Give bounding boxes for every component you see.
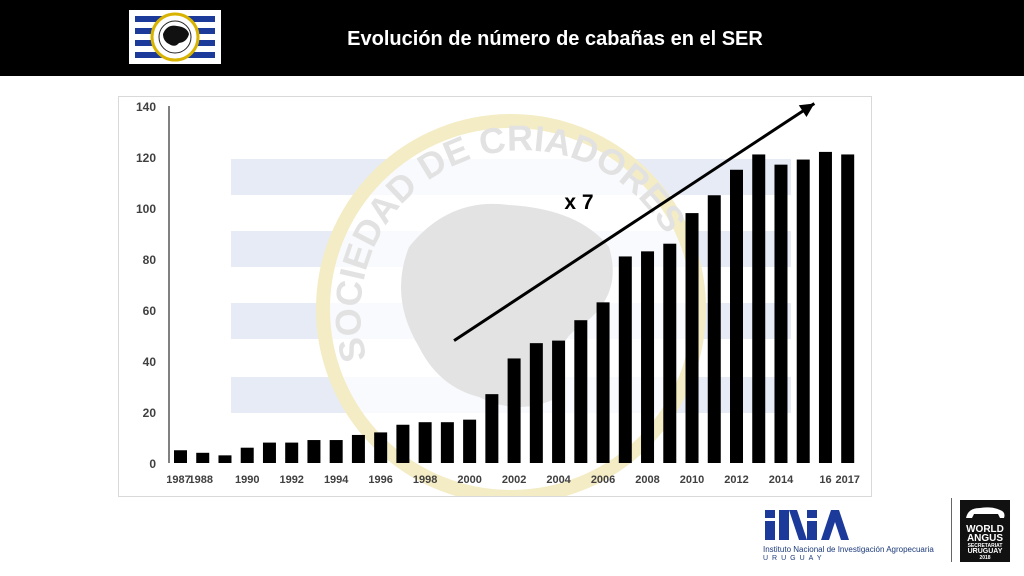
bars-group	[174, 151, 855, 464]
bar-1987	[174, 450, 187, 463]
x-tick-label: 16	[819, 474, 831, 486]
x-tick-label: 1992	[279, 474, 303, 486]
bar-2004	[552, 340, 566, 463]
y-tick-label: 20	[143, 406, 157, 420]
page-title: Evolución de número de cabañas en el SER	[347, 28, 763, 50]
y-tick-label: 40	[143, 355, 157, 369]
x-tick-label: 2008	[635, 474, 659, 486]
bar-2003	[529, 343, 543, 463]
bar-2012	[730, 169, 743, 463]
growth-annotation: x 7	[564, 191, 593, 214]
bar-1989	[218, 455, 232, 463]
x-tick-label: 2017	[835, 474, 859, 486]
bar-1990	[240, 447, 254, 463]
bar-2000	[463, 419, 477, 463]
bar-2015	[796, 159, 810, 464]
bar-2010	[685, 213, 699, 463]
y-tick-label: 60	[143, 304, 157, 318]
bar-1992	[285, 442, 299, 463]
x-tick-label: 2006	[591, 474, 615, 486]
bar-2011	[707, 195, 721, 463]
wa-line3: SECRETARIAT	[967, 543, 1003, 549]
society-logo	[129, 10, 221, 64]
bar-2009	[663, 243, 677, 463]
x-tick-label: 2012	[724, 474, 748, 486]
bar-2014	[774, 164, 788, 463]
bar-1998	[418, 422, 432, 463]
bar-2008	[641, 251, 655, 463]
trend-arrow-line	[453, 102, 816, 342]
inia-full-name: Instituto Nacional de Investigación Agro…	[763, 545, 934, 554]
wa-line2: ANGUS	[966, 533, 1004, 544]
bar-1995	[351, 434, 365, 463]
x-tick-label: 2004	[546, 474, 571, 486]
bar-2016	[818, 151, 832, 463]
y-axis: 0 20 40 60 80 100 120 140	[136, 100, 170, 471]
x-tick-label: 1988	[188, 474, 212, 486]
y-tick-label: 140	[136, 100, 156, 114]
y-tick-label: 80	[143, 253, 157, 267]
y-tick-label: 100	[136, 202, 156, 216]
bar-1996	[374, 432, 388, 463]
wa-line1: WORLD	[966, 524, 1004, 535]
header-bar: Evolución de número de cabañas en el SER	[0, 0, 1024, 76]
x-tick-label: 2014	[769, 474, 794, 486]
bar-2002	[507, 358, 521, 463]
bar-chart: SOCIEDAD DE CRIADORES 020406080100120140…	[136, 100, 860, 496]
x-tick-label: 1996	[368, 474, 392, 486]
wa-line4: URUGUAY	[967, 548, 1003, 555]
bar-1994	[329, 440, 343, 463]
world-angus-logo: WORLD ANGUS SECRETARIAT URUGUAY 2018	[960, 500, 1010, 562]
inia-country: URUGUAY	[763, 555, 826, 562]
bar-2001	[485, 394, 499, 463]
bar-2005	[574, 320, 588, 463]
bar-2013	[752, 154, 766, 463]
bull-icon	[966, 507, 1005, 518]
inia-logo: Instituto Nacional de Investigación Agro…	[763, 508, 948, 564]
bar-1993	[307, 440, 321, 463]
x-tick-label: 2002	[502, 474, 526, 486]
footer-divider	[951, 498, 952, 562]
bar-2006	[596, 302, 610, 463]
bar-1988	[196, 452, 210, 463]
bar-1997	[396, 424, 410, 463]
bar-1991	[262, 442, 276, 463]
bar-2017	[841, 154, 855, 463]
inia-logo-mark	[765, 510, 849, 540]
bar-1999	[440, 422, 454, 463]
x-tick-label: 1990	[235, 474, 259, 486]
society-logo-graphic	[135, 12, 215, 62]
bar-2007	[618, 256, 632, 463]
x-tick-label: 2010	[680, 474, 704, 486]
y-tick-label: 0	[149, 457, 156, 471]
wa-line5: 2018	[979, 555, 991, 561]
x-tick-label: 1987	[166, 474, 190, 486]
x-tick-label: 2000	[457, 474, 481, 486]
trend-arrow-head	[798, 103, 815, 117]
chart-frame: SOCIEDAD DE CRIADORES 0 20 40 60 80 100 120 140…	[118, 96, 872, 497]
x-tick-label: 1994	[324, 474, 349, 486]
annotation-layer: x 7	[453, 102, 816, 342]
x-tick-label: 1998	[413, 474, 437, 486]
y-tick-label: 120	[136, 151, 156, 165]
